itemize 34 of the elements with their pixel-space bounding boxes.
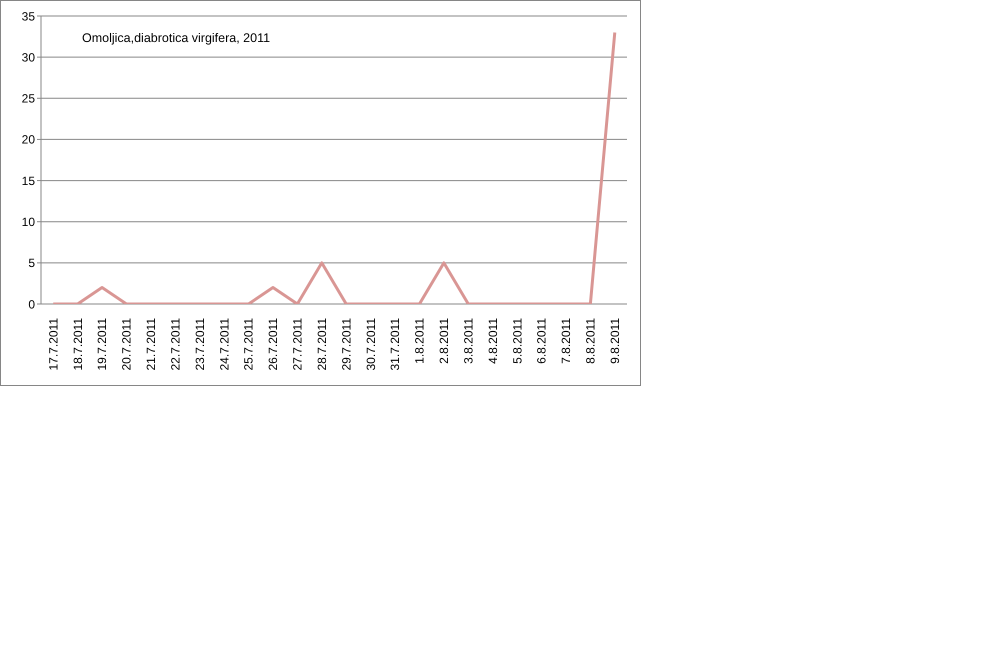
x-tick-label: 3.8.2011 [461, 318, 476, 364]
x-tick-label: 19.7.2011 [95, 318, 110, 370]
x-tick-label: 21.7.2011 [144, 318, 158, 370]
x-tick-label: 5.8.2011 [510, 318, 524, 364]
x-tick-label: 28.7.2011 [314, 318, 329, 370]
x-tick-label: 26.7.2011 [266, 318, 280, 370]
x-tick-label: 25.7.2011 [242, 318, 256, 370]
x-tick-label: 17.7.2011 [46, 318, 60, 370]
y-tick-label: 5 [28, 256, 36, 270]
x-tick-label: 20.7.2011 [120, 318, 134, 370]
x-tick-label: 2.8.2011 [437, 318, 452, 364]
line-series [52, 30, 616, 304]
x-tick-label: 8.8.2011 [584, 318, 598, 364]
x-tick-label: 30.7.2011 [364, 318, 378, 370]
x-tick-label: 9.8.2011 [608, 318, 622, 364]
x-tick-label: 1.8.2011 [412, 318, 427, 364]
x-tick-label: 24.7.2011 [217, 318, 232, 370]
x-tick-label: 27.7.2011 [290, 318, 305, 370]
x-tick-label: 4.8.2011 [486, 318, 500, 364]
y-tick-label: 25 [22, 92, 36, 106]
y-tick-label: 10 [22, 214, 36, 229]
x-tick-label: 29.7.2011 [339, 318, 354, 370]
x-tick-label: 22.7.2011 [168, 318, 182, 370]
y-tick-label: 0 [28, 297, 36, 312]
x-tick-label: 6.8.2011 [534, 318, 549, 364]
x-tick-label: 23.7.2011 [192, 318, 207, 370]
x-tick-label: 31.7.2011 [388, 318, 402, 370]
x-tick-label: 18.7.2011 [70, 318, 85, 370]
y-tick-label: 15 [22, 174, 36, 188]
y-tick-label: 30 [22, 50, 36, 64]
x-tick-label: 7.8.2011 [559, 318, 574, 364]
y-tick-label: 20 [22, 132, 36, 147]
y-tick-label: 35 [22, 9, 36, 24]
text: Omoljica,diabrotica virgifera, 2011 [82, 31, 270, 45]
